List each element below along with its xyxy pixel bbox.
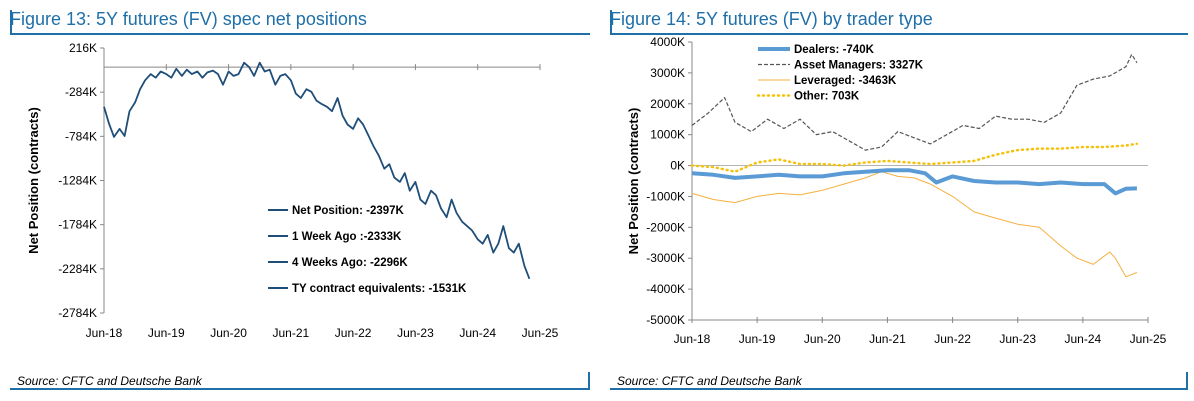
- x-tick-label: Jun-22: [934, 332, 971, 346]
- figure-13-chart: 216K -284K -784K -1284K -1784K -2284K -2784K Ju…: [26, 41, 559, 340]
- y-tick-label: -1000K: [646, 189, 685, 203]
- x-tick-label: Jun-25: [522, 326, 559, 340]
- y-tick-label: -784K: [65, 129, 97, 143]
- x-tick-label: Jun-23: [999, 332, 1036, 346]
- figure-14-source: Source: CFTC and Deutsche Bank: [617, 374, 802, 388]
- legend-label-leveraged: Leveraged: -3463K: [794, 75, 897, 87]
- x-tick-label: Jun-24: [459, 326, 496, 340]
- x-tick-label: Jun-19: [739, 332, 776, 346]
- title-rule: [610, 33, 1188, 35]
- y-tick-label: 0K: [670, 159, 685, 173]
- y-tick-label: -2784K: [58, 306, 97, 320]
- legend-label: 4 Weeks Ago: -2296K: [292, 257, 408, 269]
- y-tick-label: -2284K: [58, 262, 97, 276]
- figure-13-panel: Figure 13: 5Y futures (FV) spec net posi…: [0, 0, 593, 401]
- figure-13-title: Figure 13: 5Y futures (FV) spec net posi…: [10, 9, 367, 29]
- legend-label-asset-managers: Asset Managers: 3327K: [794, 60, 924, 72]
- figure-14-title: Figure 14: 5Y futures (FV) by trader typ…: [610, 9, 933, 29]
- x-tick-label: Jun-18: [86, 326, 123, 340]
- y-tick-label: -2000K: [646, 220, 685, 234]
- asset-managers-line: [691, 53, 1138, 151]
- x-tick-label: Jun-21: [869, 332, 906, 346]
- figure-14-chart: 4000K 3000K 2000K 1000K 0K -1000K -2000K -3000K…: [626, 35, 1167, 346]
- legend-label-dealers: Dealers: -740K: [794, 44, 875, 56]
- y-tick-label: -5000K: [646, 313, 685, 327]
- source-rule: [10, 388, 590, 390]
- y-axis-title: Net Position (contracts): [26, 107, 41, 254]
- x-tick-label: Jun-18: [674, 332, 711, 346]
- y-tick-label: -1284K: [58, 174, 97, 188]
- dealers-line: [691, 168, 1137, 196]
- y-tick-label: 1000K: [650, 128, 685, 142]
- figure-13-source: Source: CFTC and Deutsche Bank: [17, 374, 202, 388]
- source-rule: [610, 388, 1188, 390]
- y-tick-label: 3000K: [650, 66, 685, 80]
- y-tick-label: 2000K: [650, 97, 685, 111]
- y-tick-label: 4000K: [650, 35, 685, 49]
- legend-label: Net Position: -2397K: [292, 205, 405, 217]
- y-tick-label: -4000K: [646, 282, 685, 296]
- x-tick-label: Jun-22: [335, 326, 372, 340]
- y-tick-label: -3000K: [646, 251, 685, 265]
- net-position-line: [103, 61, 531, 280]
- legend-label-other: Other: 703K: [794, 91, 860, 103]
- y-tick-label: -1784K: [58, 218, 97, 232]
- y-tick-label: 216K: [69, 41, 97, 55]
- legend-label: TY contract equivalents: -1531K: [292, 283, 467, 295]
- x-tick-label: Jun-21: [273, 326, 310, 340]
- x-tick-label: Jun-25: [1130, 332, 1167, 346]
- x-tick-label: Jun-23: [397, 326, 434, 340]
- x-tick-label: Jun-19: [148, 326, 185, 340]
- title-rule-tick: [610, 10, 612, 35]
- title-rule: [10, 33, 590, 35]
- x-tick-label: Jun-24: [1065, 332, 1102, 346]
- source-rule-tick: [1186, 372, 1188, 390]
- y-axis-title: Net Position (contracts): [626, 108, 641, 255]
- source-rule-tick: [588, 372, 590, 390]
- legend-label: 1 Week Ago :-2333K: [292, 231, 402, 243]
- other-line: [690, 142, 1139, 173]
- figure-14-panel: Figure 14: 5Y futures (FV) by trader typ…: [600, 0, 1194, 401]
- x-tick-label: Jun-20: [804, 332, 841, 346]
- leveraged-line: [691, 171, 1138, 278]
- y-tick-label: -284K: [65, 85, 97, 99]
- x-tick-label: Jun-20: [210, 326, 247, 340]
- title-rule-tick: [10, 10, 12, 35]
